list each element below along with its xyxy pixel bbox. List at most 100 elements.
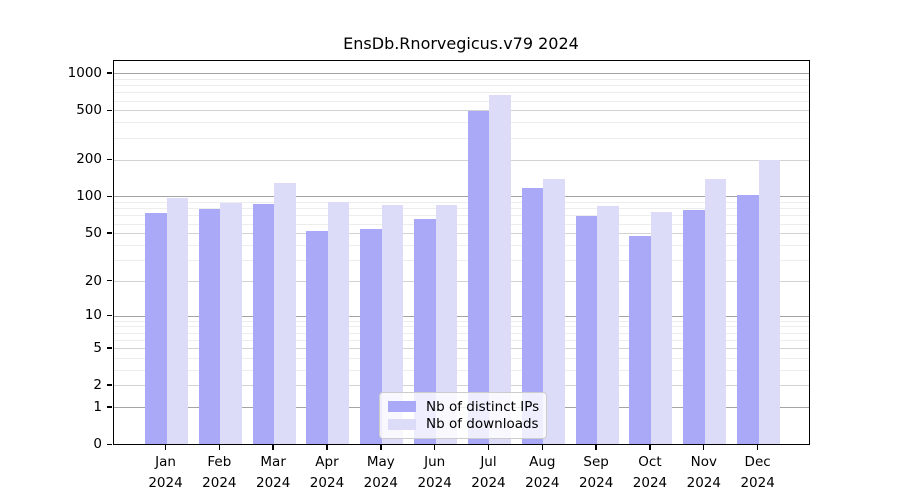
gridline-200 (114, 159, 809, 161)
gridline-minor (114, 223, 809, 225)
bar-downloads-may (381, 204, 404, 444)
bar-downloads-feb (220, 202, 242, 444)
x-tick-label-jan: Jan 2024 (148, 454, 183, 491)
legend-label: Nb of distinct IPs (426, 398, 540, 415)
y-tick-mark (107, 109, 112, 111)
bar-downloads-apr (327, 201, 350, 444)
y-tick-label: 1000 (67, 65, 102, 82)
y-tick-label: 5 (93, 339, 102, 356)
x-tick-label-mar: Mar 2024 (255, 454, 291, 491)
x-tick-mark (703, 445, 705, 450)
ips-color-swatch (388, 401, 416, 413)
y-tick-mark (107, 443, 112, 445)
x-tick-label-apr: Apr 2024 (309, 454, 345, 491)
bar-ips-mar (252, 204, 275, 444)
bar-ips-sep (575, 215, 598, 444)
y-tick-mark (107, 72, 112, 74)
x-tick-label-oct: Oct 2024 (632, 454, 668, 491)
bar-ips-jul (467, 111, 490, 444)
x-tick-label-dec: Dec 2024 (740, 454, 775, 491)
y-tick-label: 100 (76, 188, 102, 205)
x-tick-mark (541, 445, 543, 450)
y-tick-mark (107, 232, 112, 234)
gridline-minor (114, 100, 809, 102)
gridline-minor (114, 339, 809, 341)
gridline-minor (114, 85, 809, 87)
x-tick-label-jun: Jun 2024 (417, 454, 452, 491)
x-tick-mark (218, 445, 221, 450)
gridline-50 (114, 233, 809, 235)
gridline-minor (114, 332, 809, 334)
bar-downloads-jun (435, 204, 458, 444)
x-tick-mark (164, 445, 167, 450)
bar-downloads-jul (489, 95, 511, 444)
gridline-5 (114, 348, 809, 350)
gridline-minor (114, 357, 809, 359)
bar-downloads-oct (650, 212, 673, 444)
bar-ips-nov (683, 209, 705, 444)
x-tick-mark (433, 445, 436, 450)
y-tick-label: 0 (93, 436, 102, 453)
bar-downloads-mar (274, 182, 296, 444)
y-tick-mark (107, 347, 112, 349)
x-tick-mark (487, 445, 490, 450)
bar-downloads-nov (704, 178, 727, 444)
gridline-minor (114, 92, 809, 94)
y-tick-mark (107, 314, 112, 317)
gridline-minor (114, 369, 809, 371)
gridline-minor (114, 259, 809, 261)
x-tick-label-may: May 2024 (363, 454, 398, 491)
x-tick-label-nov: Nov 2024 (686, 454, 721, 491)
y-tick-label: 20 (84, 272, 102, 289)
x-tick-label-sep: Sep 2024 (578, 454, 614, 491)
x-tick-mark (649, 445, 651, 450)
gridline-2 (114, 385, 809, 387)
bar-ips-jan (145, 212, 167, 444)
bar-ips-may (360, 228, 382, 444)
gridline-1000 (114, 73, 809, 75)
x-tick-label-aug: Aug 2024 (525, 454, 560, 491)
gridline-minor (114, 320, 809, 322)
y-tick-mark (107, 195, 112, 197)
bar-ips-oct (629, 236, 651, 444)
bar-downloads-sep (597, 205, 619, 444)
downloads-color-swatch (388, 418, 416, 430)
bar-ips-feb (198, 209, 221, 444)
legend: Nb of distinct IPs Nb of downloads (379, 392, 547, 439)
gridline-minor (114, 202, 809, 204)
gridline-100 (114, 196, 809, 198)
x-tick-label-feb: Feb 2024 (202, 454, 237, 491)
bar-ips-apr (306, 230, 328, 444)
x-tick-label-jul: Jul 2024 (471, 454, 506, 491)
legend-label: Nb of downloads (426, 416, 539, 433)
bar-ips-dec (737, 194, 759, 444)
gridline-minor (114, 137, 809, 139)
y-tick-label: 10 (84, 307, 102, 324)
y-tick-label: 50 (84, 224, 102, 241)
legend-item-downloads: Nb of downloads (388, 416, 539, 433)
bar-ips-aug (521, 187, 544, 444)
gridline-minor (114, 208, 809, 210)
bar-downloads-aug (543, 179, 565, 444)
x-tick-mark (756, 445, 759, 450)
y-tick-label: 500 (76, 102, 102, 119)
gridline-minor (114, 78, 809, 80)
gridline-minor (114, 122, 809, 124)
y-tick-mark (107, 384, 112, 386)
gridline-minor (114, 326, 809, 328)
gridline-minor (114, 244, 809, 246)
x-tick-mark (595, 445, 597, 450)
y-tick-label: 1 (93, 398, 102, 415)
plot-area (113, 60, 810, 445)
y-tick-mark (107, 406, 112, 408)
x-tick-mark (326, 445, 328, 450)
y-tick-mark (107, 279, 112, 282)
bar-downloads-jan (166, 197, 188, 444)
chart-title: EnsDb.Rnorvegicus.v79 2024 (343, 34, 579, 53)
gridline-500 (114, 110, 809, 112)
x-tick-mark (380, 445, 382, 450)
y-tick-label: 2 (93, 377, 102, 394)
gridline-10 (114, 315, 809, 317)
bar-ips-jun (414, 218, 436, 444)
